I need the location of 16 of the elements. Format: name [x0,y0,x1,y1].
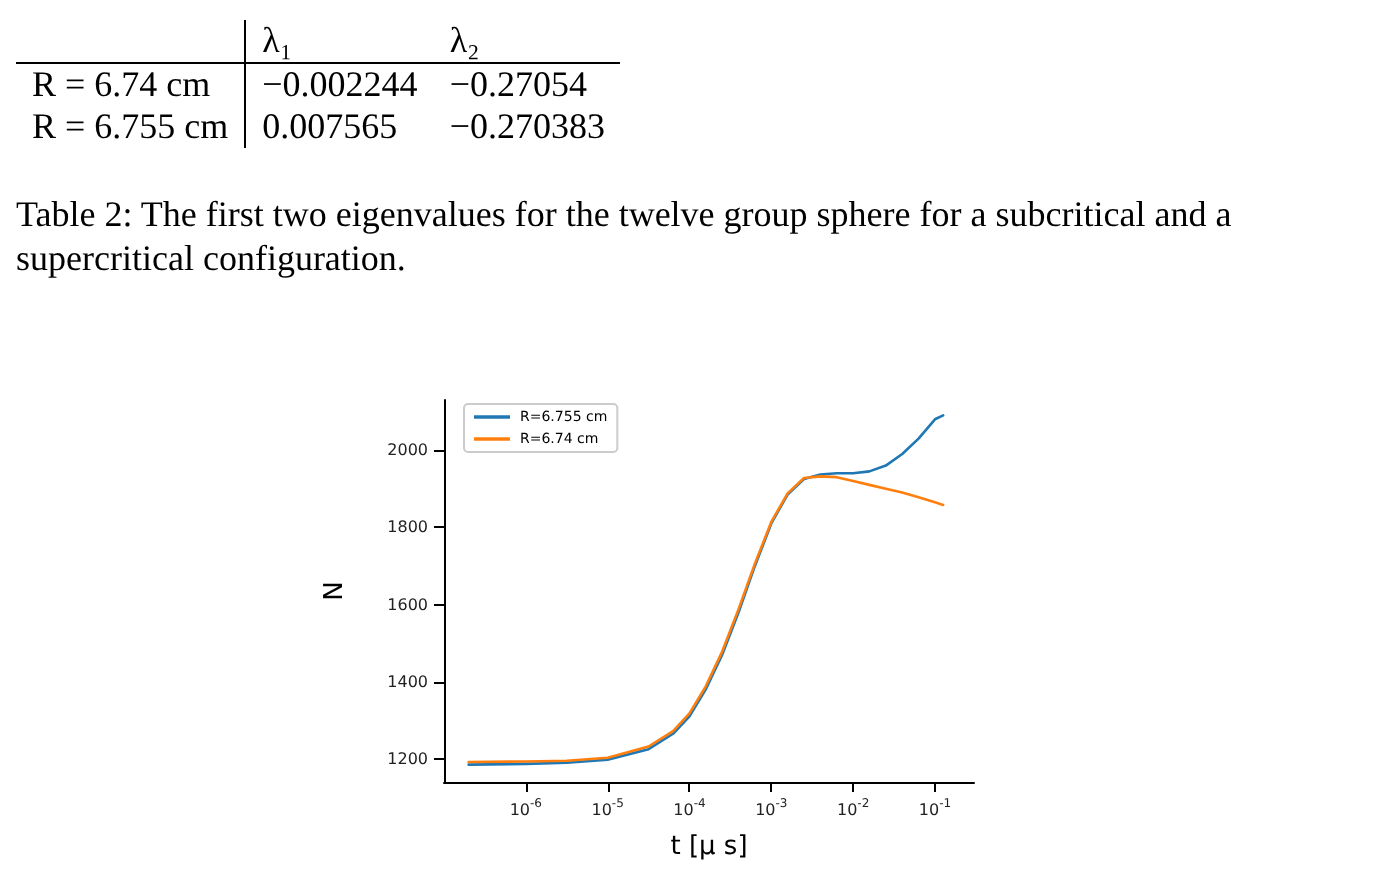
text: λ₂ [433,20,621,63]
y-tick-label: 1400 [387,672,428,691]
text: R = 6.74 cm [16,63,246,106]
text: −0.270383 [447,106,607,148]
x-axis-title: t [μ s] [670,832,748,862]
text: R = 6.755 cm [16,106,246,148]
text: 0.007565 [260,106,400,148]
y-axis-title: N [320,581,350,601]
text: λ₁ [245,20,434,63]
y-tick-label: 1600 [387,595,428,614]
y-tick-label: 1800 [387,518,428,537]
text: −0.002244 [260,63,420,106]
caption: Table 2: The first two eigenvalues for the twelve group sphere for a subcritical and a supercritical configuration. [16,192,1234,280]
y-tick-label: 2000 [387,441,428,460]
y-tick-label: 1200 [387,749,428,768]
text: −0.27054 [447,63,589,106]
